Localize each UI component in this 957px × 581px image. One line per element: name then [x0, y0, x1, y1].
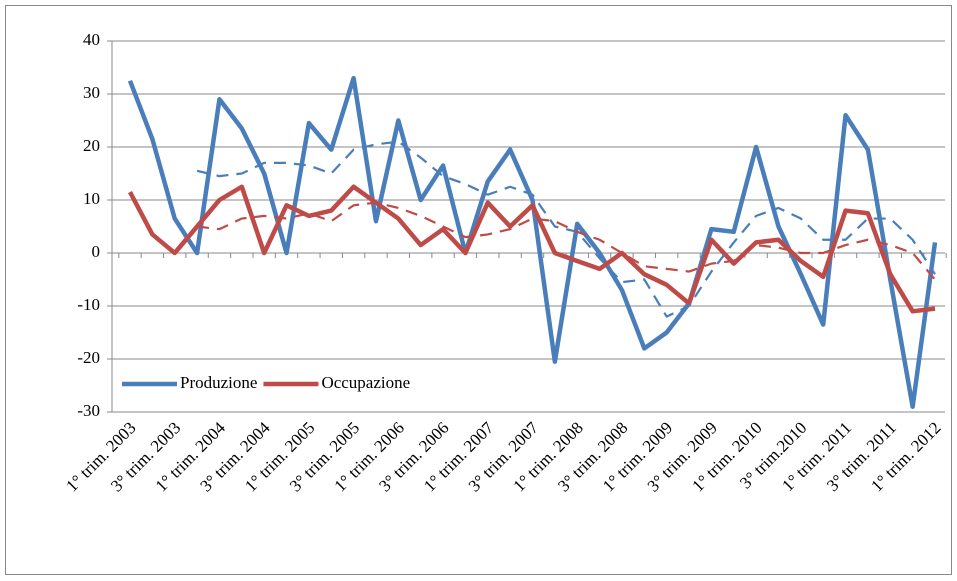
y-tick-label: 0: [92, 242, 101, 261]
y-tick-label: 40: [83, 30, 100, 49]
trend-line: [196, 201, 936, 281]
series-line: [127, 75, 938, 409]
chart-border: [5, 5, 952, 575]
y-tick-label: -10: [77, 295, 100, 314]
trend-line: [196, 140, 936, 318]
y-tick-label: 10: [83, 189, 100, 208]
series-line: [128, 184, 936, 314]
y-tick-label: -20: [77, 348, 100, 367]
y-tick-label: -30: [77, 401, 100, 420]
legend-label: Produzione: [180, 373, 257, 392]
y-tick-label: 30: [83, 83, 100, 102]
legend-label: Occupazione: [321, 373, 410, 392]
y-tick-label: 20: [83, 136, 100, 155]
